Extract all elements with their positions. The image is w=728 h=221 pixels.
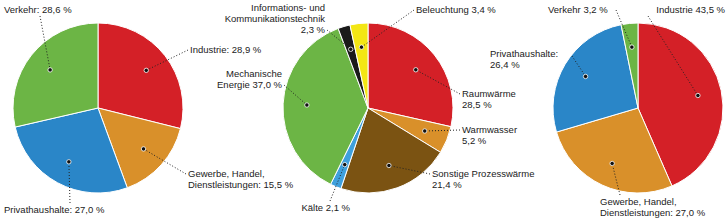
value-label: 28,6 % — [42, 4, 72, 15]
chart-canvas — [0, 0, 728, 221]
value-label: 5,2 % — [462, 135, 486, 146]
slice-label: Gewerbe, Handel, Dienstleistungen: 15,5 … — [188, 168, 313, 190]
leaders — [40, 16, 188, 203]
slice-label: Informations- und Kommunikationstechnik … — [205, 2, 325, 35]
leader-dot — [48, 68, 52, 72]
slice-label: Verkehr: 28,6 % — [4, 4, 104, 15]
leader-dot — [610, 161, 614, 165]
value-label: 26,4 % — [490, 59, 520, 70]
leader-dot — [630, 45, 634, 49]
leader-dot — [583, 74, 587, 78]
slice-label: Gewerbe, Handel, Dienstleistungen: 27,0 … — [600, 196, 726, 218]
slice-label: Warmwasser 5,2 % — [462, 124, 524, 146]
category-label: Industrie — [656, 4, 692, 15]
category-label: Gewerbe, Handel, Dienstleistungen: — [600, 196, 677, 218]
category-label: Industrie: — [190, 44, 229, 55]
leader-dot — [305, 103, 309, 107]
slice-label: Verkehr 3,2 % — [548, 4, 618, 15]
leaders — [572, 10, 700, 195]
slice-label: Kälte 2,1 % — [280, 202, 350, 213]
pie-slice — [350, 23, 368, 108]
slice-label: Privathaushalte: 26,4 % — [490, 48, 575, 70]
leader-dot — [359, 45, 363, 49]
pie — [13, 23, 183, 193]
slice-label: Beleuchtung 3,4 % — [416, 4, 516, 15]
slice-label: Industrie 43,5 % — [640, 4, 725, 15]
leader-line — [648, 16, 698, 96]
value-label: 27,0 % — [75, 204, 105, 215]
value-label: 3,4 % — [471, 4, 495, 15]
leader-line — [416, 70, 460, 94]
leader-line — [327, 30, 351, 49]
value-label: 15,5 % — [264, 179, 294, 190]
leader-line — [144, 149, 186, 174]
stage: Industrie: 28,9 % Gewerbe, Handel, Dienst… — [0, 0, 728, 221]
leader-line — [146, 50, 188, 70]
category-label: Verkehr — [548, 4, 581, 15]
leader-dot — [67, 160, 71, 164]
value-label: 37,0 % — [252, 79, 282, 90]
value-label: 28,5 % — [462, 99, 492, 110]
leader-dot — [414, 68, 418, 72]
leader-line — [389, 166, 430, 174]
category-label: Kälte — [301, 202, 323, 213]
leader-dot — [343, 162, 347, 166]
pie — [553, 23, 723, 193]
category-label: Verkehr: — [4, 4, 39, 15]
category-label: Privathaushalte: — [490, 48, 558, 59]
leader-line — [616, 10, 632, 47]
value-label: 21,4 % — [432, 179, 462, 190]
category-label: Beleuchtung — [416, 4, 469, 15]
slice-label: Sonstige Prozesswärme 21,4 % — [432, 168, 552, 190]
value-label: 43,5 % — [695, 4, 725, 15]
leader-dot — [144, 68, 148, 72]
leader-line — [330, 165, 345, 201]
value-label: 27,0 % — [676, 207, 706, 218]
pie — [283, 23, 453, 193]
pie-slice — [621, 23, 638, 108]
leader-line — [69, 162, 70, 203]
value-label: 3,2 % — [583, 4, 607, 15]
leader-line — [572, 56, 586, 76]
leader-line — [40, 16, 50, 70]
leader-dot — [349, 47, 353, 51]
value-label: 2,3 % — [301, 24, 325, 35]
slice-label: Privathaushalte: 27,0 % — [4, 204, 134, 215]
value-label: 28,9 % — [232, 44, 262, 55]
pie-slice — [13, 23, 98, 127]
leader-dot — [423, 129, 427, 133]
leader-line — [361, 10, 414, 47]
category-label: Privathaushalte: — [4, 204, 72, 215]
slice-label: Industrie: 28,9 % — [190, 44, 280, 55]
leader-line — [425, 130, 460, 132]
category-label: Informations- und Kommunikationstechnik — [225, 2, 325, 24]
leader-line — [612, 163, 620, 195]
leader-dot — [141, 147, 145, 151]
category-label: Warmwasser — [462, 124, 517, 135]
leader-dot — [696, 93, 700, 97]
category-label: Gewerbe, Handel, Dienstleistungen: — [188, 168, 265, 190]
value-label: 2,1 % — [326, 202, 350, 213]
category-label: Sonstige Prozesswärme — [432, 168, 534, 179]
leader-line — [284, 85, 307, 105]
slice-label: Mechanische Energie 37,0 % — [212, 68, 282, 90]
category-label: Raumwärme — [462, 88, 516, 99]
leader-dot — [387, 163, 391, 167]
slice-label: Raumwärme 28,5 % — [462, 88, 520, 110]
